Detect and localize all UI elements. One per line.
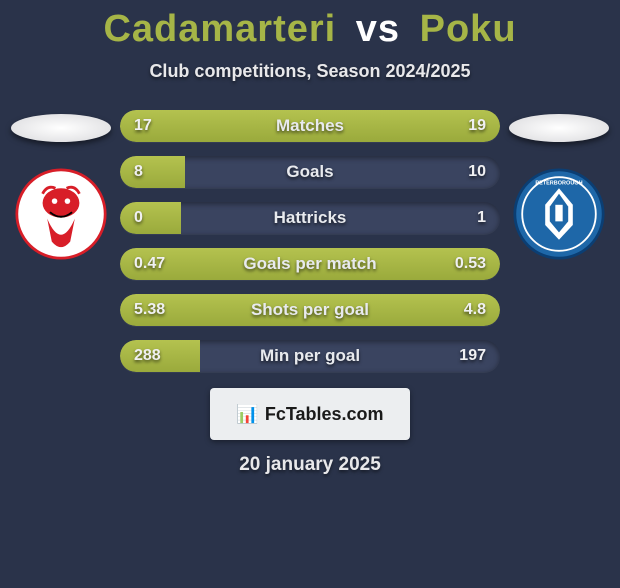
lincoln-badge-icon [15,168,107,260]
stat-row: Matches 17 19 [120,110,500,142]
stat-value-left: 0 [134,209,143,227]
stat-label: Matches [276,116,344,136]
vs-text: vs [356,8,400,50]
stat-value-right: 4.8 [464,301,486,319]
right-club-badge: PETERBOROUGH [513,168,605,260]
stat-value-left: 5.38 [134,301,165,319]
comparison-title: Cadamarteri vs Poku [0,8,620,51]
stat-value-right: 197 [459,347,486,365]
stat-value-left: 8 [134,163,143,181]
content-area: Matches 17 19 Goals 8 10 Hattricks 0 1 Goals per … [0,110,620,372]
stat-value-left: 0.47 [134,255,165,273]
stat-value-right: 1 [477,209,486,227]
right-ellipse-shadow [509,114,609,142]
stat-value-left: 288 [134,347,161,365]
stat-value-right: 19 [468,117,486,135]
stat-label: Shots per goal [251,300,369,320]
player1-name: Cadamarteri [103,8,336,50]
watermark: 📊 FcTables.com [210,388,410,440]
chart-icon: 📊 [236,404,258,425]
left-side [6,110,116,260]
stat-label: Goals [286,162,333,182]
right-side: PETERBOROUGH [504,110,614,260]
stat-value-left: 17 [134,117,152,135]
stat-label: Hattricks [274,208,347,228]
stat-row: Hattricks 0 1 [120,202,500,234]
comparison-date: 20 january 2025 [0,454,620,476]
svg-text:PETERBOROUGH: PETERBOROUGH [535,181,582,187]
stat-value-right: 0.53 [455,255,486,273]
watermark-text: FcTables.com [265,404,384,425]
left-club-badge [15,168,107,260]
subtitle: Club competitions, Season 2024/2025 [0,61,620,82]
stat-row: Goals per match 0.47 0.53 [120,248,500,280]
bar-fill-left [120,156,185,188]
stat-value-right: 10 [468,163,486,181]
stat-row: Goals 8 10 [120,156,500,188]
stat-label: Goals per match [243,254,376,274]
stat-bars: Matches 17 19 Goals 8 10 Hattricks 0 1 Goals per … [120,110,500,372]
left-ellipse-shadow [11,114,111,142]
stat-row: Shots per goal 5.38 4.8 [120,294,500,326]
stat-row: Min per goal 288 197 [120,340,500,372]
stat-label: Min per goal [260,346,360,366]
peterborough-badge-icon: PETERBOROUGH [513,168,605,260]
bar-fill-left [120,202,181,234]
player2-name: Poku [420,8,517,50]
